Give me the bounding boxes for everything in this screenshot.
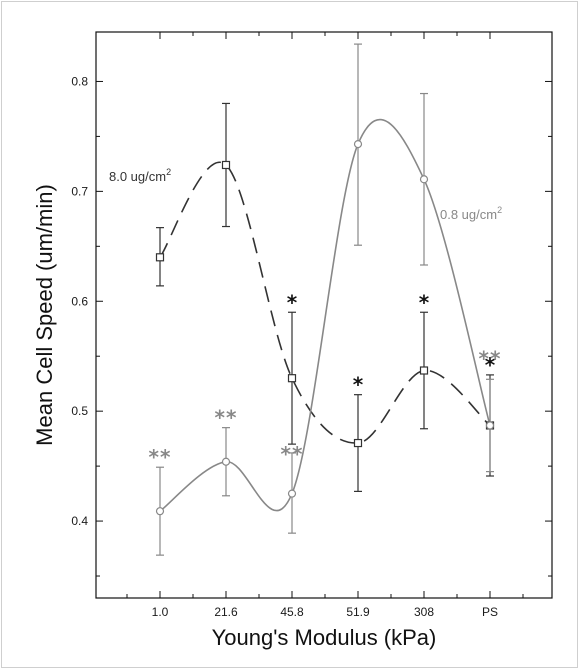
series-label-0-8: 0.8 ug/cm2 — [440, 205, 502, 222]
data-point-circle — [485, 421, 495, 430]
data-point-circle — [155, 507, 165, 516]
series-label-superscript: 2 — [497, 205, 502, 215]
series-label-text: 0.8 ug/cm — [440, 207, 497, 222]
data-point-square — [221, 160, 231, 170]
y-tick-label: 0.5 — [71, 404, 88, 418]
significance-marker: * — [287, 290, 298, 314]
data-point-square — [419, 366, 429, 375]
significance-marker: ** — [149, 445, 172, 469]
y-tick-label: 0.4 — [71, 514, 88, 528]
data-point-square — [287, 374, 297, 383]
y-tick-label: 0.8 — [71, 74, 88, 88]
x-tick-label: PS — [482, 605, 498, 619]
series-label-text: 8.0 ug/cm — [109, 169, 166, 184]
x-axis-title: Young's Modulus (kPa) — [212, 625, 437, 650]
significance-marker: ** — [215, 406, 238, 430]
significance-marker: * — [353, 373, 364, 397]
series-label-8-0: 8.0 ug/cm2 — [109, 167, 171, 184]
significance-marker: ** — [281, 442, 304, 466]
data-point-circle — [419, 175, 429, 184]
series-label-superscript: 2 — [166, 167, 171, 177]
plot-area — [95, 31, 553, 599]
data-point-square — [353, 438, 363, 448]
data-point-circle — [353, 140, 363, 149]
x-tick-label: 51.9 — [346, 605, 370, 619]
significance-marker: * — [485, 353, 496, 377]
x-tick-label: 45.8 — [280, 605, 304, 619]
x-tick-label: 308 — [414, 605, 434, 619]
data-point-circle — [221, 457, 231, 466]
y-tick-label: 0.7 — [71, 184, 88, 198]
y-axis-title: Mean Cell Speed (um/min) — [32, 184, 57, 446]
significance-marker: ** — [479, 346, 502, 370]
x-tick-label: 1.0 — [152, 605, 169, 619]
data-point-circle — [287, 489, 297, 498]
series-0-8-line — [159, 118, 491, 512]
significance-marker: * — [419, 290, 430, 314]
x-tick-label: 21.6 — [214, 605, 238, 619]
data-point-square — [155, 253, 165, 262]
y-tick-label: 0.6 — [71, 294, 88, 308]
series-8-0-line — [159, 161, 491, 444]
